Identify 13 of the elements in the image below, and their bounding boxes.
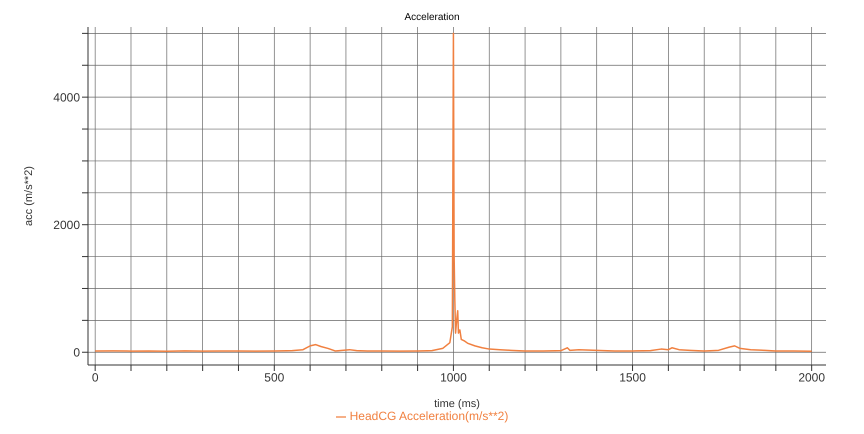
chart-title: Acceleration [403, 11, 461, 23]
y-tick-label: 4000 [53, 90, 80, 104]
x-tick-label: 0 [92, 370, 99, 385]
y-tick-label: 2000 [53, 218, 80, 232]
x-tick-label: 1500 [619, 370, 646, 385]
y-tick-label: 0 [73, 346, 80, 360]
x-axis-title: time (ms) [434, 398, 480, 410]
line-series [94, 32, 812, 352]
legend-label: HeadCG Acceleration(m/s**2) [350, 409, 508, 423]
x-tick-label: 500 [264, 370, 285, 385]
y-axis-title: acc (m/s**2) [22, 166, 35, 226]
x-tick-label: 2000 [798, 370, 826, 385]
x-tick-label: 1000 [440, 370, 468, 385]
